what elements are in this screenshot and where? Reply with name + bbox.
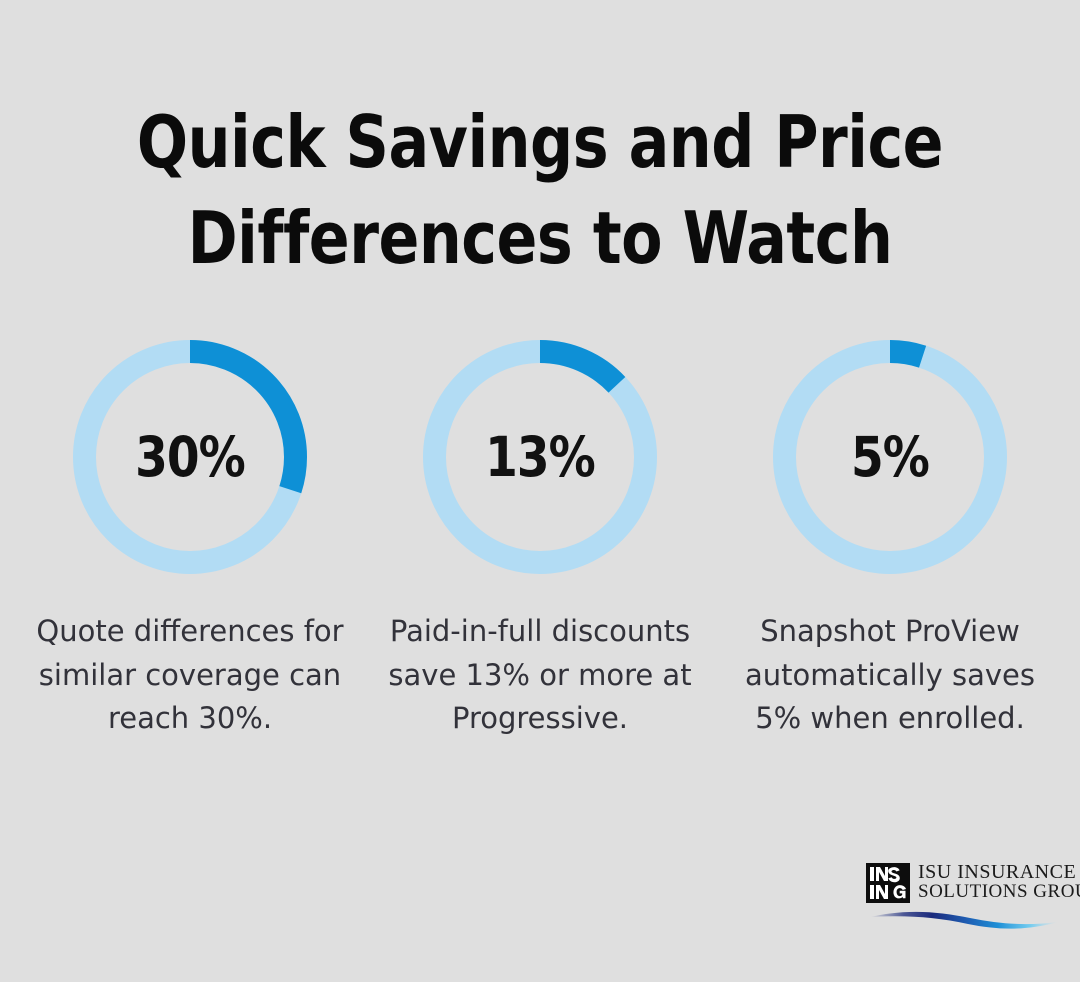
- logo-swoosh-icon: [870, 911, 1058, 929]
- donut-label-3: 5%: [851, 425, 930, 489]
- donut-label-1: 30%: [135, 425, 246, 489]
- donut-svg-1: [73, 340, 307, 574]
- donut-label-2: 13%: [485, 425, 596, 489]
- donut-value-arc-1: [73, 340, 307, 574]
- page-title: Quick Savings and Price Differences to W…: [38, 95, 1042, 287]
- stat-column-2: 13% Paid-in-full discounts save 13% or m…: [365, 340, 715, 741]
- donut-chart-1: 30%: [73, 340, 307, 574]
- donut-svg-2: [423, 340, 657, 574]
- stat-donut-row: 30% Quote differences for similar covera…: [0, 340, 1080, 741]
- logo-line-1: ISU INSURANCE: [918, 861, 1077, 883]
- donut-chart-3: 5%: [773, 340, 1007, 574]
- logo-wordmark: ISU INSURANCE SOLUTIONS GROUP: [918, 862, 1080, 902]
- donut-svg-3: [773, 340, 1007, 574]
- donut-chart-2: 13%: [423, 340, 657, 574]
- stat-column-3: 5% Snapshot ProView automatically saves …: [715, 340, 1065, 741]
- page-title-line-1: Quick Savings and Price: [136, 100, 944, 184]
- stat-column-1: 30% Quote differences for similar covera…: [15, 340, 365, 741]
- logo-line-2: SOLUTIONS GROUP: [918, 881, 1080, 903]
- donut-caption-2: Paid-in-full discounts save 13% or more …: [388, 614, 692, 735]
- page-title-line-2: Differences to Watch: [187, 195, 893, 280]
- isu-monogram-icon: [866, 863, 910, 903]
- donut-value-arc-2: [423, 340, 657, 574]
- brand-logo: ISU INSURANCE SOLUTIONS GROUP: [866, 862, 1080, 946]
- donut-caption-3: Snapshot ProView automatically saves 5% …: [745, 614, 1035, 735]
- donut-value-arc-3: [773, 340, 1007, 574]
- logo-lockup: ISU INSURANCE SOLUTIONS GROUP: [866, 862, 1080, 903]
- donut-caption-1: Quote differences for similar coverage c…: [36, 614, 344, 735]
